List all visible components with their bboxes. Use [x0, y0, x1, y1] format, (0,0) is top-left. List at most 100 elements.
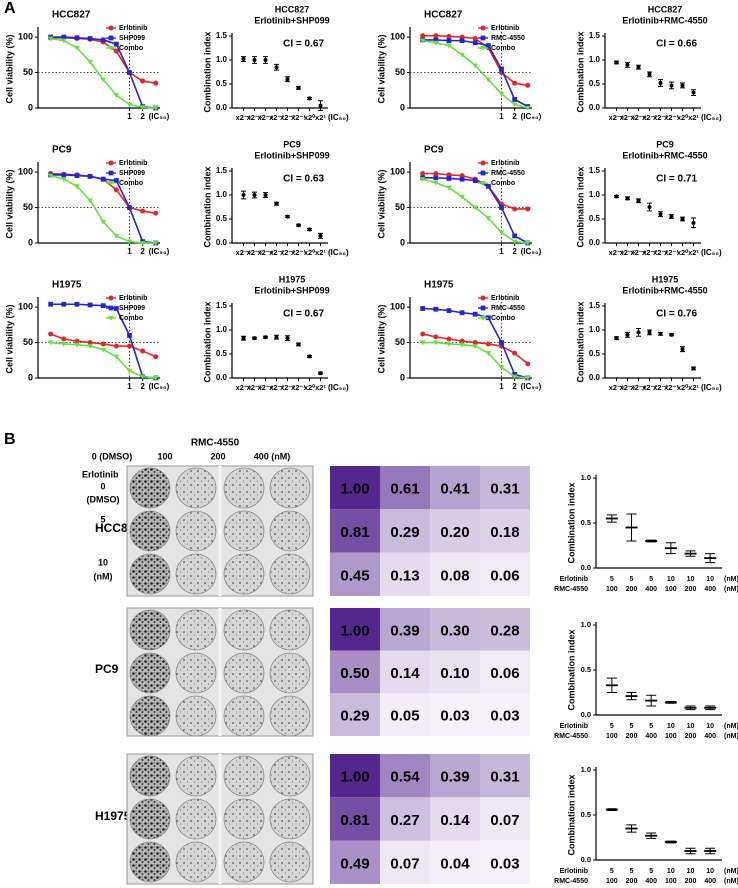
- point: [285, 77, 290, 82]
- chart-title: HCC827: [275, 4, 310, 14]
- well: [175, 755, 217, 797]
- marker: [153, 80, 159, 86]
- well: [129, 652, 171, 694]
- point: [274, 65, 279, 70]
- heatmap-value: 0.81: [340, 524, 369, 541]
- x-tick-label: x2⁻⁶: [609, 248, 625, 257]
- marker: [127, 70, 132, 75]
- marker: [472, 36, 478, 42]
- marker: [511, 374, 518, 380]
- marker: [511, 239, 518, 245]
- chart-subtitle: Erlotinib+RMC-4550: [622, 285, 707, 295]
- marker: [108, 170, 114, 176]
- marker: [433, 175, 439, 181]
- chart-title: HCC827: [424, 10, 463, 21]
- x-tick-label: 200: [626, 878, 638, 885]
- x-tick-label: x2⁻⁴: [630, 248, 646, 257]
- point: [252, 58, 257, 62]
- heatmap-cell: [430, 509, 480, 553]
- heatmap-cell: [330, 608, 380, 651]
- marker: [485, 315, 491, 321]
- x-tick-label: 5: [630, 576, 634, 583]
- x-axis-label: (IC₅₀): [149, 382, 170, 391]
- chart-title: PC9: [424, 145, 444, 156]
- marker: [140, 78, 146, 84]
- legend-label: Erlotinib: [491, 160, 519, 167]
- marker: [446, 38, 452, 44]
- heatmap-value: 0.20: [440, 524, 469, 541]
- point: [658, 81, 663, 86]
- x-tick-label: x2⁻³: [642, 248, 657, 257]
- point: [285, 214, 290, 219]
- marker: [113, 233, 120, 239]
- heatmap-cell: [380, 693, 430, 736]
- y-tick-label: 1.0: [581, 620, 591, 629]
- x-tick-label: x2⁻¹: [291, 113, 306, 122]
- x-tick-label: 400: [645, 878, 657, 885]
- x-tick-label: 5: [630, 723, 634, 730]
- x-tick-label: 2: [512, 112, 517, 121]
- x-tick-label: x2¹: [315, 113, 326, 122]
- heatmap-cell: [430, 552, 480, 596]
- y-tick-label: 0.5: [581, 810, 591, 819]
- x-tick-label: x2⁻⁴: [257, 248, 273, 257]
- x-axis-label: (IC₅₀): [149, 247, 170, 256]
- well: [269, 755, 311, 797]
- heatmap-value: 0.45: [340, 567, 369, 584]
- heatmap-value: 0.39: [440, 769, 469, 786]
- point: [658, 212, 663, 217]
- x-tick-label: x2⁻¹: [664, 383, 679, 392]
- x-tick-label: x2⁻⁶: [236, 383, 252, 392]
- x-tick-label: x2¹: [315, 383, 326, 392]
- marker: [108, 316, 114, 321]
- well: [269, 510, 311, 552]
- chart-title: PC9: [656, 139, 674, 149]
- well: [175, 841, 217, 883]
- heatmap-value: 1.00: [340, 769, 369, 786]
- x-tick-label: 10: [667, 868, 675, 875]
- x-tick-label: 1: [127, 247, 132, 256]
- x-tick-label: x2⁻³: [642, 383, 657, 392]
- x-tick-label: 10: [687, 576, 695, 583]
- marker: [498, 365, 505, 371]
- point: [318, 371, 323, 376]
- marker: [524, 376, 531, 381]
- legend-label: RMC-4550: [491, 170, 525, 177]
- legend-label: RMC-4550: [491, 35, 525, 42]
- heatmap-value: 0.18: [490, 524, 519, 541]
- x-tick-label: 5: [630, 868, 634, 875]
- point: [274, 335, 279, 340]
- marker: [113, 306, 119, 311]
- y-axis-label: Combination index: [575, 32, 585, 113]
- x-tick-label: x2⁻⁴: [630, 113, 646, 122]
- y-tick-label: 50: [23, 337, 33, 347]
- marker: [139, 105, 146, 111]
- marker: [100, 219, 107, 225]
- x-tick-label: 100: [665, 586, 677, 593]
- marker: [61, 34, 67, 40]
- well: [129, 841, 171, 883]
- marker: [113, 93, 120, 99]
- x-tick-label: x2⁰: [304, 248, 316, 257]
- x-tick-label: x2⁻⁵: [620, 248, 636, 257]
- heatmap-cell: [430, 608, 480, 651]
- y-tick-label: 1.0: [216, 190, 228, 199]
- well: [269, 841, 311, 883]
- x-unit: (nM): [724, 868, 738, 875]
- well: [175, 553, 217, 595]
- x-tick-label: 5: [649, 576, 653, 583]
- marker: [485, 43, 491, 48]
- x-tick-label: x2⁻⁴: [630, 383, 646, 392]
- marker: [140, 208, 146, 214]
- y-tick-label: 50: [23, 67, 33, 77]
- point: [614, 60, 619, 65]
- marker: [113, 48, 119, 54]
- marker: [525, 206, 531, 212]
- y-axis-label: Cell viability (%): [4, 169, 14, 238]
- series-line: [422, 176, 529, 244]
- x-tick-label: 5: [649, 723, 653, 730]
- y-tick-label: 50: [395, 202, 405, 212]
- x-tick-label: x2⁻²: [280, 383, 295, 392]
- heatmap-value: 0.54: [390, 769, 420, 786]
- y-tick-label: 0.0: [216, 238, 228, 247]
